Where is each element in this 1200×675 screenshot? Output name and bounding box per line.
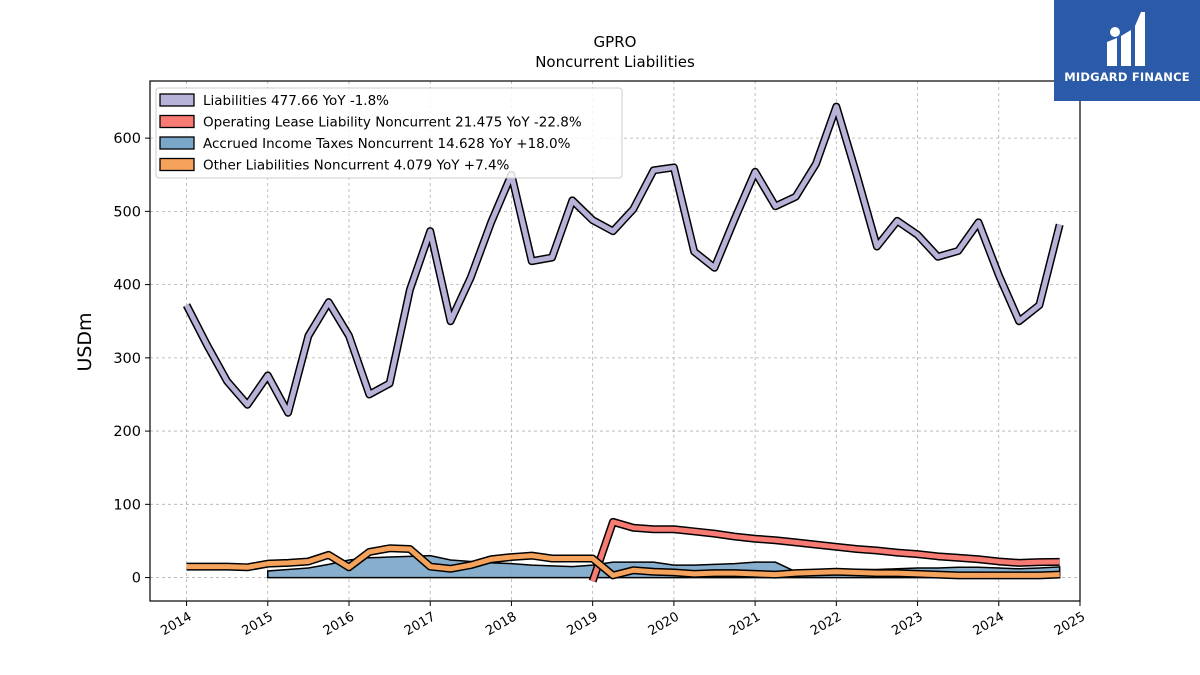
- x-tick-label: 2020: [646, 609, 682, 639]
- other-liabilities-noncurrent-line: [186, 545, 1060, 578]
- y-tick-label: 200: [113, 424, 141, 440]
- legend: Liabilities 477.66 YoY -1.8% Operating Le…: [155, 87, 623, 179]
- liabilities-line: [184, 104, 1063, 416]
- y-axis: 0 100 200 300 400 500 600: [113, 131, 150, 587]
- x-tick-label: 2014: [158, 609, 194, 639]
- brand-logo: MIDGARD FINANCE: [1054, 0, 1200, 101]
- operating-lease-liability-noncurrent-line: [590, 519, 1060, 583]
- series-lines: [182, 102, 1064, 583]
- y-tick-label: 300: [113, 351, 141, 367]
- legend-swatch: [159, 93, 195, 107]
- grid: [150, 81, 1081, 601]
- x-tick-label: 2022: [808, 609, 844, 639]
- legend-label: Liabilities 477.66 YoY -1.8%: [203, 93, 389, 109]
- legend-label: Accrued Income Taxes Noncurrent 14.628 Y…: [203, 136, 571, 152]
- x-tick-label: 2025: [1052, 609, 1088, 639]
- x-tick-label: 2021: [727, 609, 763, 639]
- x-tick-label: 2015: [240, 609, 276, 639]
- x-tick-label: 2019: [565, 609, 601, 639]
- x-axis: 2014 2015 2016 2017 2018 2019 2020 2021 2022 2023…: [158, 601, 1088, 639]
- y-axis-label: USDm: [74, 312, 96, 371]
- x-tick-label: 2017: [402, 609, 438, 639]
- legend-swatch: [159, 114, 195, 129]
- chart-subtitle: Noncurrent Liabilities: [535, 53, 695, 71]
- y-tick-label: 400: [113, 278, 141, 294]
- plot-frame: [149, 80, 1081, 602]
- x-tick-label: 2016: [321, 609, 357, 639]
- y-tick-label: 100: [113, 497, 141, 513]
- y-tick-label: 500: [113, 204, 141, 220]
- x-tick-label: 2018: [483, 609, 519, 639]
- legend-swatch: [159, 157, 195, 172]
- chart-title: GPRO: [594, 33, 637, 51]
- brand-mark-icon: [1107, 12, 1145, 66]
- y-tick-label: 600: [113, 131, 141, 147]
- legend-box: [155, 87, 623, 179]
- y-tick-label: 0: [132, 571, 141, 587]
- legend-label: Operating Lease Liability Noncurrent 21.…: [203, 115, 582, 131]
- brand-name: MIDGARD FINANCE: [1064, 70, 1190, 84]
- x-tick-label: 2023: [889, 609, 925, 639]
- x-tick-label: 2024: [971, 609, 1007, 639]
- legend-label: Other Liabilities Noncurrent 4.079 YoY +…: [203, 158, 510, 174]
- legend-swatch: [159, 136, 195, 150]
